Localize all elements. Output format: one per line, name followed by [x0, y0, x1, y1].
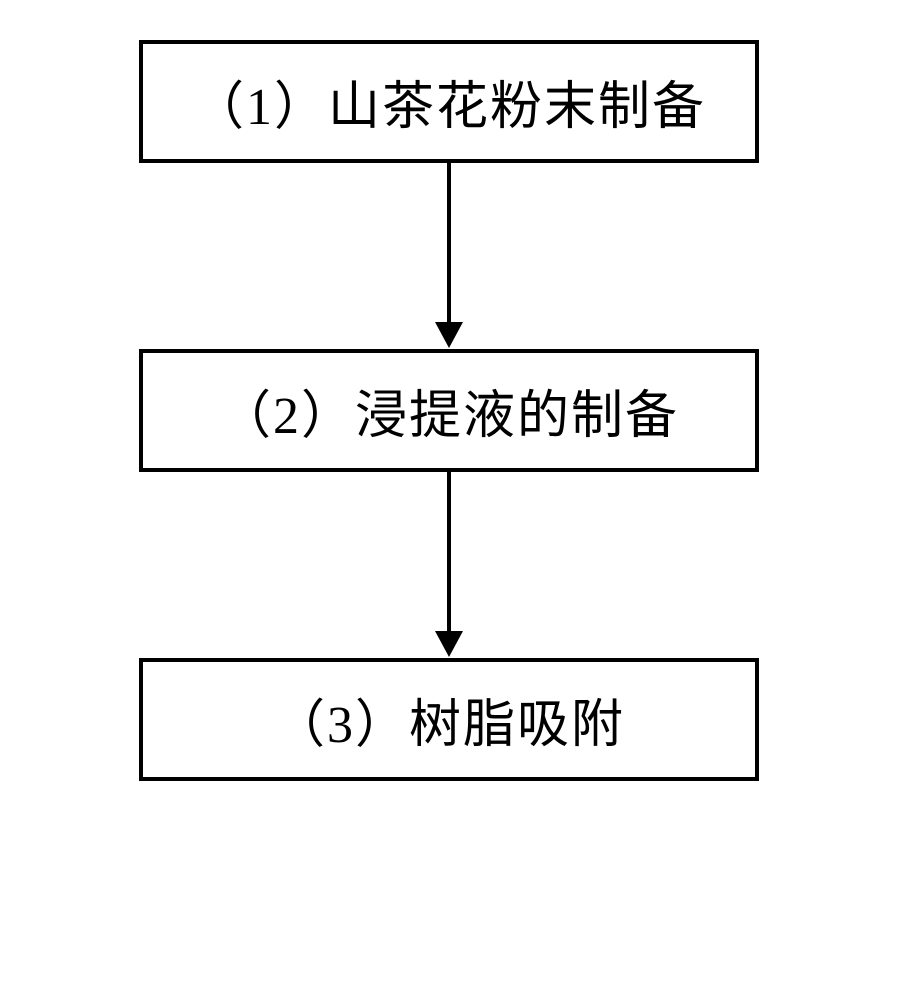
step-2-box: （2）浸提液的制备 — [139, 349, 759, 472]
arrow-2-line — [447, 472, 451, 632]
step-3-box: （3）树脂吸附 — [139, 658, 759, 781]
step-2-label: （2）浸提液的制备 — [219, 373, 679, 448]
arrow-1 — [435, 163, 463, 349]
arrow-2-head-icon — [435, 631, 463, 657]
step-1-box: （1）山茶花粉末制备 — [139, 40, 759, 163]
step-3-label: （3）树脂吸附 — [273, 682, 625, 757]
arrow-1-head-icon — [435, 322, 463, 348]
step-1-label: （1）山茶花粉末制备 — [192, 64, 706, 139]
arrow-1-line — [447, 163, 451, 323]
flowchart-container: （1）山茶花粉末制备 （2）浸提液的制备 （3）树脂吸附 — [139, 40, 759, 781]
arrow-2 — [435, 472, 463, 658]
